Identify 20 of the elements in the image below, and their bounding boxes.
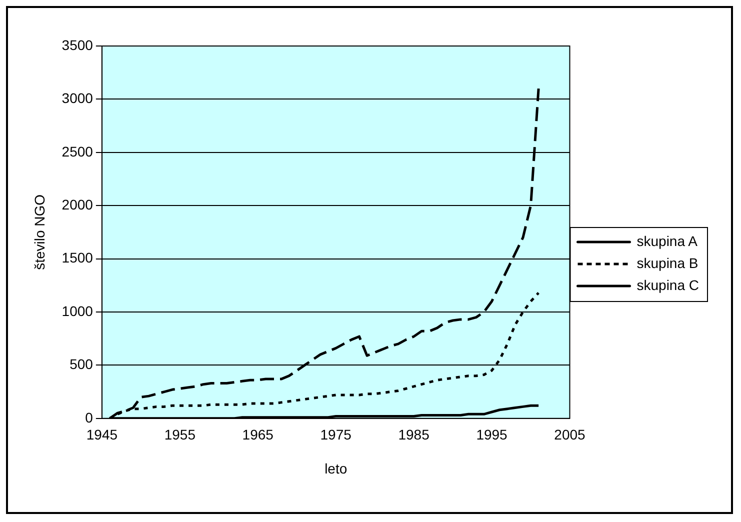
y-axis-title: število NGO xyxy=(31,194,48,270)
y-tick-label: 500 xyxy=(70,356,94,372)
x-tick-label: 1975 xyxy=(320,426,352,443)
y-tick-label: 3500 xyxy=(62,36,94,53)
x-axis-title: leto xyxy=(324,460,348,476)
y-tick-label: 1500 xyxy=(62,250,94,266)
y-tick-label: 2000 xyxy=(62,196,94,212)
y-tick-label: 2500 xyxy=(62,143,94,160)
x-tick-label: 1955 xyxy=(164,426,196,443)
y-tick-label: 3000 xyxy=(62,90,94,106)
x-tick-label: 1985 xyxy=(398,426,430,443)
y-tick-label: 0 xyxy=(85,409,94,426)
y-tick-label: 1000 xyxy=(62,302,94,319)
x-tick-label: 2005 xyxy=(554,426,586,443)
legend-label: skupina A xyxy=(636,232,698,249)
x-tick-label: 1945 xyxy=(86,426,118,443)
legend-label: skupina C xyxy=(636,276,700,293)
x-tick-label: 1965 xyxy=(242,426,274,443)
x-tick-label: 1995 xyxy=(476,426,508,443)
legend-label: skupina B xyxy=(636,254,698,271)
